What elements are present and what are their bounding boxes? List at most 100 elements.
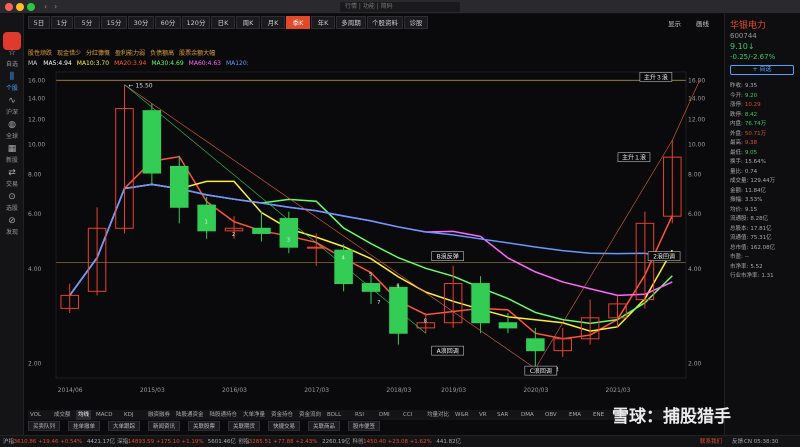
indicator-tab[interactable]: 大单净量 [243, 412, 266, 418]
period-button-0[interactable]: 5日 [28, 16, 50, 29]
candle-body[interactable] [115, 108, 134, 229]
indicator-tab[interactable]: OBV [545, 412, 557, 418]
indicator-tab[interactable]: DMI [379, 412, 390, 418]
indicator-tab[interactable]: CCI [403, 412, 413, 418]
period-button-10[interactable]: 季K [286, 16, 310, 29]
candle-body[interactable] [197, 204, 216, 232]
indicator-tab[interactable]: BOLL [327, 412, 342, 418]
period-button-7[interactable]: 日K [211, 16, 235, 29]
stock-tag[interactable]: 负债额高 [150, 50, 175, 57]
indicator-tab[interactable]: 均量对比 [427, 412, 450, 418]
search-input[interactable]: 行情 | 功能 | 简码 [340, 2, 460, 12]
sidebar-item-2[interactable]: ∿ 沪深 [0, 96, 24, 116]
back-arrow-icon[interactable]: ‹ [44, 2, 48, 11]
indicator-tab[interactable]: ENE [593, 412, 605, 418]
sidebar-item-4[interactable]: ▦ 新股 [0, 144, 24, 164]
period-button-9[interactable]: 月K [261, 16, 285, 29]
indicator-tab[interactable]: RSI [355, 412, 364, 418]
indicator-tab[interactable]: VR [479, 412, 487, 418]
sidebar-item-7[interactable]: ⊘ 发现 [0, 216, 24, 236]
stock-tag[interactable]: 股性顽跌 [28, 50, 53, 57]
sub-tab[interactable]: 新闻资讯 [148, 421, 181, 431]
indicator-tab[interactable]: 均线 [76, 410, 92, 420]
sidebar-item-0[interactable]: ☆ 自选 [0, 48, 24, 68]
sub-tab[interactable]: 关联期货 [228, 421, 261, 431]
sidebar-item-5[interactable]: ⇄ 交易 [0, 168, 24, 188]
candle-body[interactable] [169, 165, 189, 208]
period-button-13[interactable]: 个股资料 [367, 16, 403, 29]
indicator-tab[interactable]: VOL [30, 412, 42, 418]
period-button-5[interactable]: 60分 [155, 16, 181, 29]
indicator-tab[interactable]: MACD [96, 412, 113, 418]
indicator-tab[interactable]: 资金流向 [299, 412, 322, 418]
period-button-14[interactable]: 诊股 [404, 16, 428, 29]
sub-tab[interactable]: 股市便签 [348, 421, 381, 431]
stock-tag[interactable]: 现金惜少 [57, 50, 82, 57]
candle-body[interactable] [635, 222, 655, 301]
wave-annotation[interactable]: 2浪回调 [647, 251, 681, 261]
candle-body[interactable] [580, 317, 600, 340]
status-right-item[interactable]: 反馈 [732, 439, 744, 445]
wave-annotation[interactable]: A浪回调 [431, 345, 464, 356]
candle-body[interactable] [252, 227, 271, 234]
period-button-2[interactable]: 5分 [74, 16, 100, 29]
candle-body[interactable] [87, 227, 107, 292]
wave-annotation[interactable]: 主升３浪 [639, 72, 673, 82]
candle-body[interactable] [416, 322, 436, 329]
close-window-button[interactable] [5, 3, 13, 11]
indicator-tab[interactable]: SBI [617, 412, 626, 418]
period-button-3[interactable]: 15分 [101, 16, 127, 29]
indicator-tab[interactable]: 陆股通持仓 [209, 412, 238, 418]
add-watchlist-button[interactable]: + 自选 [730, 65, 794, 75]
indicator-tab[interactable]: 陆股通资金 [176, 412, 204, 418]
indicator-tab[interactable]: 资金持仓 [271, 412, 294, 418]
candle-body[interactable] [224, 227, 244, 232]
candle-body[interactable] [471, 283, 490, 324]
indicator-tab[interactable]: W&R [455, 412, 469, 418]
indicator-tab[interactable]: KDJ [124, 412, 134, 418]
period-button-4[interactable]: 30分 [128, 16, 154, 29]
minimize-window-button[interactable] [16, 3, 24, 11]
indicator-tab[interactable]: 成交额 [54, 412, 71, 418]
candle-body[interactable] [60, 294, 79, 309]
sub-tab[interactable]: 大单跟踪 [108, 421, 141, 431]
maximize-window-button[interactable] [27, 3, 35, 11]
candle-body[interactable] [663, 156, 682, 217]
sub-tab[interactable]: 快捷交易 [268, 421, 301, 431]
sidebar-item-1[interactable]: ⫼ 个股 [0, 72, 24, 92]
candle-body[interactable] [553, 338, 573, 352]
sidebar-item-6[interactable]: ⊙ 选股 [0, 192, 24, 212]
indicator-tab[interactable]: SAR [497, 412, 509, 418]
indicator-tab[interactable]: DMA [521, 412, 534, 418]
candle-body[interactable] [361, 283, 381, 292]
sub-tab[interactable]: 关联商品 [308, 421, 341, 431]
candle-body[interactable] [142, 110, 162, 174]
candle-body[interactable] [443, 283, 463, 324]
period-button-1[interactable]: 1分 [51, 16, 73, 29]
stock-tag[interactable]: 分红慷慨 [86, 50, 111, 57]
candle-body[interactable] [334, 249, 353, 285]
stock-tag[interactable]: 盈利能力弱 [115, 50, 146, 57]
indicator-tab[interactable]: EMA [569, 412, 581, 418]
sub-tab[interactable]: 挂单撤单 [68, 421, 101, 431]
wave-annotation[interactable]: B浪反弹 [431, 251, 464, 261]
forward-arrow-icon[interactable]: › [54, 2, 58, 11]
candle-body[interactable] [498, 322, 518, 329]
wave-annotation[interactable]: C浪回调 [524, 365, 558, 376]
candle-body[interactable] [279, 218, 299, 248]
indicator-tab[interactable]: 融资融券 [148, 412, 171, 418]
stock-tag[interactable]: 股票余额大幅 [179, 50, 216, 57]
period-button-6[interactable]: 120分 [182, 16, 210, 29]
sub-tab[interactable]: 关联股票 [188, 421, 221, 431]
period-button-8[interactable]: 周K [236, 16, 260, 29]
status-right-item[interactable]: CN 05:38:30 [744, 439, 779, 445]
candle-body[interactable] [608, 303, 627, 319]
draw-line-button[interactable]: 画线 [696, 20, 709, 28]
candle-body[interactable] [306, 246, 326, 249]
period-button-11[interactable]: 年K [311, 16, 335, 29]
wave-annotation[interactable]: 主升１浪 [617, 152, 651, 162]
status-right-item[interactable]: 联系我们 [700, 439, 723, 445]
sub-tab[interactable]: 买卖队列 [28, 421, 61, 431]
sidebar-item-3[interactable]: ◍ 全球 [0, 120, 24, 140]
